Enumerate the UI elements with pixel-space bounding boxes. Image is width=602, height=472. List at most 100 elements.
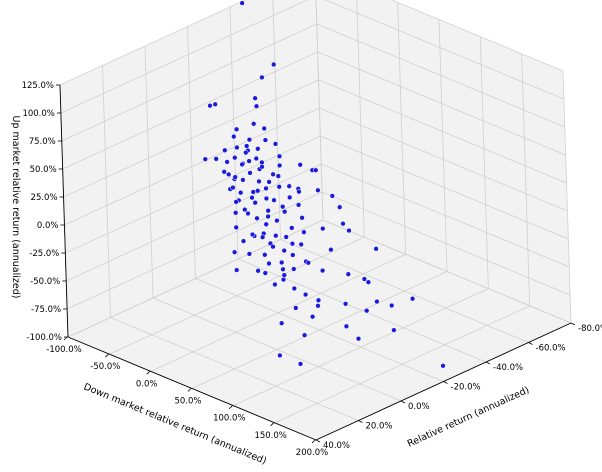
x-tick-mark [311,439,316,444]
scatter-point [262,137,269,143]
gridline-y [195,278,444,382]
scatter-point [299,215,305,221]
scatter-point [281,272,287,278]
scatter-point [245,210,251,217]
scatter-point [328,247,334,253]
scatter-point [261,125,267,132]
x-tick-label: -50.0% [90,362,120,372]
scatter-point [440,363,446,369]
scatter-point [239,0,245,6]
scatter-point [242,206,248,213]
scatter-point [287,194,293,201]
gridline-z [320,135,569,240]
scatter-point [297,162,303,168]
scatter-point [343,323,350,329]
scatter-point [315,297,322,303]
scatter-point [240,238,247,244]
scatter-point [266,260,272,267]
gridline-x [356,0,365,238]
gridline-y [315,0,324,221]
scatter-point [259,234,266,240]
gridline-z [60,0,309,114]
y-tick-mark [358,420,363,423]
gridline-z [62,51,318,170]
z-tick-label: 0.0% [37,221,59,231]
gridline-y [229,6,239,260]
scatter-point [239,161,245,168]
scatter-point [232,155,238,161]
y-tick-mark [315,439,321,443]
scatter-point [263,195,270,202]
y-axis-label: Relative return (annualized) [406,385,531,450]
scatter-point [319,267,326,274]
scatter-point [231,133,237,140]
x-tick-label: 200.0% [296,448,328,458]
x-tick-label: 150.0% [254,431,286,441]
y-tick-label: 20.0% [366,422,393,432]
scatter-point [251,121,257,127]
scatter-point [221,169,227,175]
scatter-point [246,251,253,257]
gridline-y [152,297,402,402]
x-tick-mark [229,405,233,409]
scatter-point [240,177,246,183]
x-tick-label: 100.0% [213,414,245,424]
scatter-point [289,241,296,247]
scatter-point [313,167,319,173]
scatter-point [279,320,285,326]
gridline-z [319,107,568,212]
z-axis-line [59,84,69,338]
scatter-point [265,208,271,214]
scatter-point [262,252,268,258]
scatter-point [281,247,287,254]
scatter-point [280,204,286,210]
gridline-x [521,53,531,306]
z-tick-label: 125.0% [22,81,54,91]
scatter-point [365,279,372,285]
scatter-point [279,259,285,266]
gridline-z [59,0,247,86]
x-tick-label: 0.0% [136,379,158,389]
scatter-point [374,298,380,305]
scatter-point [291,285,297,292]
y-tick-label: -20.0% [451,383,481,393]
gridline-y [110,317,359,421]
scatter-point [259,74,265,81]
scatter-point [274,217,280,224]
scatter-point [315,187,321,193]
scatter-point [255,146,261,152]
scatter-point [238,190,244,196]
z-tick-label: 50.0% [30,165,57,175]
y-tick-label: -80.0% [578,324,602,334]
scatter-point [309,314,316,320]
gridline-z [63,79,319,198]
gridline-y [102,65,111,318]
x-tick-label: 50.0% [174,397,201,407]
x-tick-label: -100.0% [46,345,81,355]
scatter-point [254,215,260,221]
y-tick-mark [400,400,406,404]
scatter-point [295,202,302,208]
scatter-point [391,327,397,333]
scatter-point [252,95,258,101]
scatter-point [233,126,240,132]
y-tick-mark [443,381,448,384]
scatter-point [280,276,287,283]
scatter-point [297,361,304,367]
scatter-point [280,266,286,272]
gridline-z [324,0,565,100]
scatter-point [409,296,416,302]
gridline-z [66,191,323,310]
scatter-point [276,184,282,190]
scatter-point [273,233,279,239]
scatter-point [302,291,309,298]
scatter-point [259,159,265,166]
y-tick-mark [485,361,491,365]
scatter-point [243,149,249,156]
scatter-point [271,61,277,68]
scatter-point [263,221,269,227]
scatter-point [233,199,239,205]
y-tick-mark [570,322,576,326]
scatter-point [346,227,352,234]
